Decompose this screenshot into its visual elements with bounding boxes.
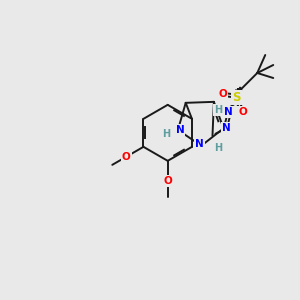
Text: O: O [238, 107, 247, 117]
Text: N: N [224, 107, 233, 117]
Text: H: H [214, 143, 223, 153]
Text: O: O [218, 89, 227, 99]
Text: N: N [195, 139, 204, 149]
Text: N: N [176, 125, 184, 135]
Text: S: S [232, 91, 241, 104]
Text: O: O [163, 176, 172, 186]
Text: O: O [122, 152, 130, 162]
Text: N: N [222, 123, 231, 133]
Text: H: H [162, 129, 170, 139]
Text: H: H [214, 105, 223, 115]
